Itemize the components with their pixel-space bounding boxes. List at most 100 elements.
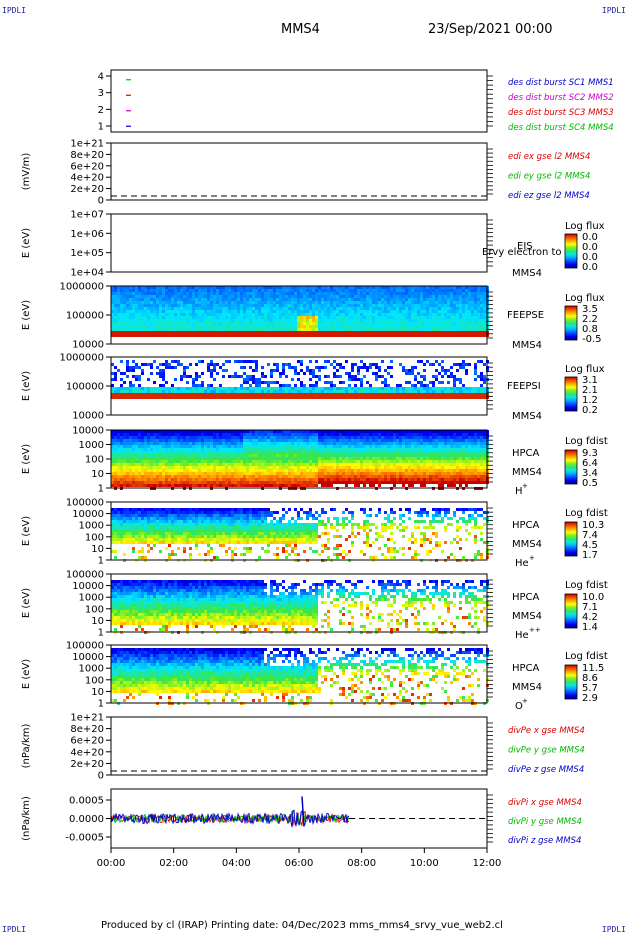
heatmap-cell: [339, 325, 342, 328]
heatmap-cell: [276, 475, 279, 478]
heatmap-cell: [165, 322, 168, 325]
heatmap-cell: [312, 316, 315, 319]
heatmap-cell: [321, 328, 324, 331]
heatmap-cell: [114, 328, 117, 331]
heatmap-cell: [327, 393, 330, 396]
heatmap-cell: [114, 454, 117, 457]
heatmap-cell: [165, 304, 168, 307]
heatmap-cell: [243, 463, 246, 466]
heatmap-cell: [435, 387, 438, 390]
heatmap-cell: [222, 481, 225, 484]
heatmap-cell: [264, 448, 267, 451]
heatmap-cell: [366, 286, 369, 289]
heatmap-cell: [330, 286, 333, 289]
heatmap-cell: [123, 393, 126, 396]
panel-frame: [110, 69, 488, 133]
heatmap-cell: [150, 372, 153, 375]
heatmap-cell: [273, 442, 276, 445]
heatmap-cell: [369, 292, 372, 295]
heatmap-cell: [342, 445, 345, 448]
heatmap-cell: [207, 328, 210, 331]
heatmap-cell: [351, 469, 354, 472]
heatmap-cell: [243, 451, 246, 454]
heatmap-cell: [252, 460, 255, 463]
heatmap-cell: [111, 298, 114, 301]
heatmap-cell: [312, 375, 315, 378]
heatmap-cell: [192, 481, 195, 484]
heatmap-cell: [174, 469, 177, 472]
heatmap-cell: [288, 331, 291, 334]
heatmap-cell: [306, 448, 309, 451]
heatmap-cell: [381, 313, 384, 316]
heatmap-cell: [204, 442, 207, 445]
heatmap-cell: [117, 286, 120, 289]
heatmap-cell: [312, 325, 315, 328]
heatmap-cell: [294, 301, 297, 304]
heatmap-cell: [375, 433, 378, 436]
heatmap-cell: [198, 360, 201, 363]
heatmap-cell: [201, 469, 204, 472]
heatmap-cell: [159, 307, 162, 310]
heatmap-cell: [396, 384, 399, 387]
heatmap-cell: [447, 393, 450, 396]
heatmap-cell: [324, 307, 327, 310]
heatmap-cell: [222, 454, 225, 457]
heatmap-cell: [384, 433, 387, 436]
heatmap-cell: [363, 319, 366, 322]
heatmap-cell: [207, 430, 210, 433]
heatmap-cell: [234, 466, 237, 469]
heatmap-cell: [117, 319, 120, 322]
heatmap-cell: [345, 478, 348, 481]
heatmap-cell: [213, 328, 216, 331]
heatmap-cell: [279, 472, 282, 475]
heatmap-cell: [150, 430, 153, 433]
heatmap-cell: [468, 301, 471, 304]
heatmap-cell: [180, 451, 183, 454]
heatmap-cell: [306, 463, 309, 466]
heatmap-cell: [312, 457, 315, 460]
heatmap-cell: [270, 387, 273, 390]
heatmap-cell: [186, 445, 189, 448]
heatmap-cell: [324, 451, 327, 454]
heatmap-cell: [483, 328, 486, 331]
heatmap-cell: [450, 292, 453, 295]
heatmap-cell: [483, 390, 486, 393]
heatmap-cell: [213, 292, 216, 295]
heatmap-cell: [189, 319, 192, 322]
heatmap-cell: [117, 328, 120, 331]
heatmap-cell: [240, 430, 243, 433]
heatmap-cell: [279, 454, 282, 457]
heatmap-cell: [222, 442, 225, 445]
heatmap-cell: [465, 286, 468, 289]
heatmap-cell: [159, 363, 162, 366]
heatmap-cell: [213, 310, 216, 313]
heatmap-cell: [423, 390, 426, 393]
heatmap-cell: [309, 469, 312, 472]
heatmap-cell: [249, 472, 252, 475]
heatmap-cell: [345, 301, 348, 304]
heatmap-cell: [333, 454, 336, 457]
heatmap-cell: [207, 313, 210, 316]
heatmap-cell: [153, 445, 156, 448]
heatmap-cell: [342, 304, 345, 307]
heatmap-cell: [297, 475, 300, 478]
heatmap-cell: [441, 387, 444, 390]
heatmap-cell: [117, 448, 120, 451]
heatmap-cell: [189, 363, 192, 366]
heatmap-cell: [231, 292, 234, 295]
spacecraft-label: MMS4: [512, 340, 542, 351]
heatmap-cell: [186, 478, 189, 481]
heatmap-cell: [294, 316, 297, 319]
heatmap-cell: [288, 366, 291, 369]
heatmap-cell: [387, 289, 390, 292]
heatmap-cell: [126, 445, 129, 448]
heatmap-cell: [468, 387, 471, 390]
heatmap-cell: [441, 375, 444, 378]
heatmap-cell: [303, 472, 306, 475]
heatmap-cell: [348, 469, 351, 472]
heatmap-cell: [252, 381, 255, 384]
heatmap-cell: [411, 396, 414, 399]
heatmap-cell: [372, 436, 375, 439]
heatmap-cell: [123, 301, 126, 304]
heatmap-cell: [177, 472, 180, 475]
